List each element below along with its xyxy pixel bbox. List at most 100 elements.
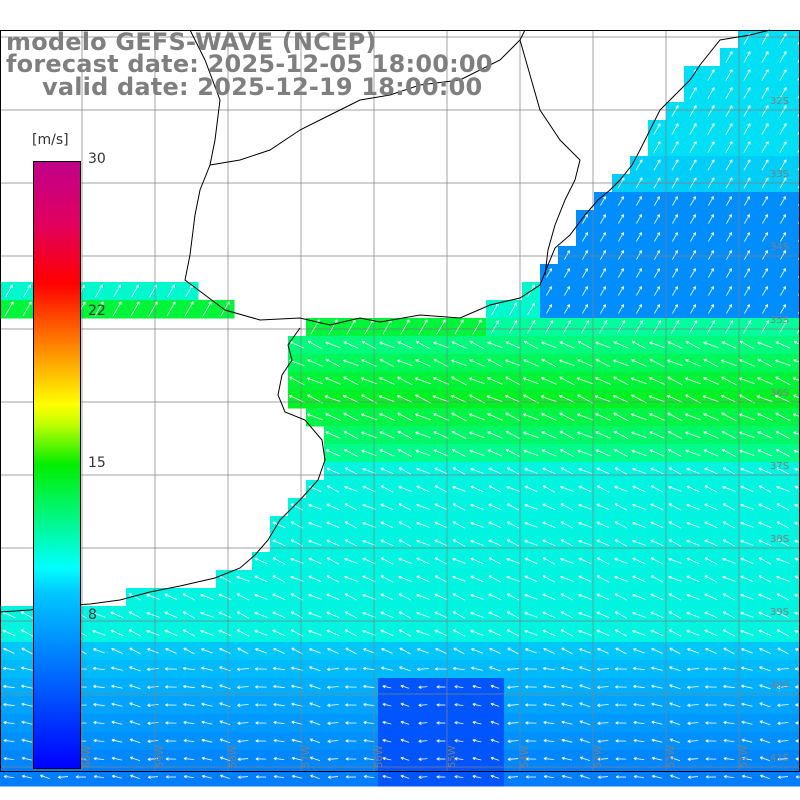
lon-label: 60W (82, 745, 93, 768)
wind-arrow (165, 721, 177, 725)
wind-arrow (452, 521, 466, 529)
wind-arrow (343, 448, 359, 457)
wind-arrow (779, 69, 787, 81)
coastline (184, 29, 771, 326)
wind-arrow (667, 359, 683, 367)
wind-arrow (615, 685, 627, 689)
wind-arrow (667, 341, 683, 349)
wind-arrow (582, 232, 589, 242)
wind-arrow (597, 703, 609, 707)
wind-arrow (775, 359, 791, 367)
wind-arrow (725, 69, 733, 81)
wind-arrow (309, 666, 321, 672)
wind-arrow (254, 629, 268, 636)
wind-arrow (272, 629, 286, 637)
wind-arrow (344, 521, 358, 529)
wind-arrow (740, 575, 754, 583)
wind-arrow (400, 774, 410, 779)
wind-arrow (668, 611, 682, 619)
wind-arrow (722, 611, 736, 619)
wind-arrow (596, 557, 610, 565)
wind-arrow (739, 449, 755, 457)
wind-arrow (452, 539, 466, 547)
wind-arrow (472, 684, 482, 689)
wind-arrow (561, 702, 573, 707)
wind-arrow (362, 557, 376, 565)
wind-arrow (577, 431, 593, 439)
wind-arrow (632, 521, 646, 528)
wind-arrow (93, 720, 105, 725)
wind-arrow (472, 720, 482, 725)
wind-arrow (671, 141, 679, 153)
lat-label: 40S (770, 680, 789, 691)
wind-arrow (344, 539, 358, 547)
wind-arrow (561, 738, 573, 743)
wind-arrow (744, 286, 751, 296)
wind-arrow (525, 721, 537, 725)
wind-arrow (237, 757, 249, 761)
wind-arrow (613, 430, 629, 440)
wind-arrow (794, 521, 800, 526)
wind-arrow (472, 756, 482, 761)
wind-arrow (630, 413, 647, 421)
wind-arrow (688, 320, 698, 334)
wind-arrow (668, 503, 682, 511)
wind-arrow (722, 557, 736, 564)
wind-arrow (524, 593, 538, 600)
wind-arrow (273, 720, 285, 725)
wind-arrow (398, 629, 412, 637)
wind-arrow (327, 685, 339, 689)
wind-arrow (434, 593, 448, 601)
wind-arrow (726, 268, 733, 278)
wind-arrow (689, 159, 697, 171)
colorbar (33, 161, 81, 769)
wind-arrow (667, 412, 683, 422)
wind-arrow (254, 611, 268, 618)
wind-arrow (759, 684, 771, 690)
wind-arrow (524, 667, 537, 671)
wind-arrow (613, 448, 629, 457)
wind-arrow (470, 503, 484, 510)
wind-arrow (686, 629, 700, 636)
wind-arrow (631, 340, 647, 350)
wind-arrow (707, 87, 715, 99)
wind-arrow (418, 319, 428, 335)
wind-arrow (20, 629, 34, 637)
wind-arrow (707, 69, 715, 81)
wind-arrow (541, 341, 557, 349)
wind-arrow (722, 521, 736, 529)
wind-arrow (690, 304, 697, 314)
wind-arrow (595, 358, 611, 368)
wind-arrow (794, 503, 800, 508)
wind-arrow (525, 685, 537, 689)
wind-arrow (146, 593, 160, 600)
wind-cell (792, 120, 800, 139)
wind-arrow (777, 775, 789, 779)
wind-arrow (182, 593, 196, 601)
wind-arrow (112, 301, 122, 317)
wind-arrow (671, 123, 679, 135)
wind-arrow (633, 738, 645, 743)
wind-arrow (272, 575, 286, 583)
wind-arrow (561, 774, 572, 779)
wind-arrow (508, 320, 518, 334)
wind-arrow (345, 685, 357, 689)
wind-arrow (472, 738, 482, 743)
wind-arrow (780, 304, 787, 314)
wind-arrow (775, 376, 791, 386)
wind-arrow (577, 449, 593, 457)
wind-arrow (486, 395, 504, 403)
wind-arrow (363, 684, 375, 689)
wind-arrow (722, 666, 735, 671)
wind-arrow (237, 721, 249, 725)
wind-arrow (618, 250, 625, 260)
wind-arrow (741, 738, 753, 743)
wind-arrow (379, 431, 395, 439)
wind-arrow (722, 593, 736, 601)
wind-arrow (650, 539, 664, 547)
wind-arrow (452, 593, 466, 601)
wind-arrow (704, 629, 718, 637)
wind-arrow (759, 702, 771, 708)
wind-arrow (650, 485, 664, 493)
wind-arrow (542, 666, 555, 671)
